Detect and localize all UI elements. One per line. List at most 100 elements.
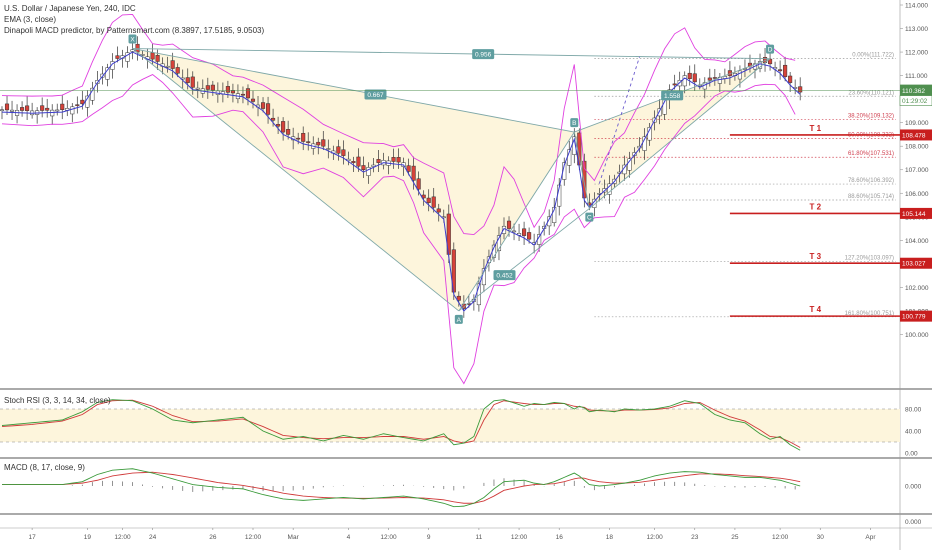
candle-body <box>406 165 411 172</box>
candle-body <box>783 64 788 78</box>
candle-body <box>552 207 557 223</box>
candle-body <box>642 136 647 151</box>
candle-body <box>522 228 527 236</box>
candle-body <box>416 178 421 190</box>
ema-legend: EMA (3, close) <box>4 15 57 24</box>
candle-body <box>195 87 200 90</box>
projection-line <box>598 56 640 184</box>
countdown-tag <box>899 95 932 106</box>
candle-body <box>70 106 75 115</box>
candle-body <box>371 164 376 167</box>
current-price-label: 110.362 <box>902 88 925 95</box>
candle-body <box>301 133 306 142</box>
price-tick-label: 106.000 <box>905 191 929 198</box>
fib-level-label: 127.20%(103.097) <box>845 256 894 262</box>
candle-body <box>20 107 25 111</box>
pattern-ratio-label: 0.452 <box>496 273 513 280</box>
candle-body <box>682 75 687 87</box>
candle-body <box>150 52 155 60</box>
time-tick-label: 24 <box>149 534 157 541</box>
target-price-tag <box>900 129 932 141</box>
time-tick-label: 30 <box>817 534 825 541</box>
price-tick-label: 111.000 <box>905 73 928 80</box>
candle-body <box>326 148 331 150</box>
candle-body <box>366 167 371 176</box>
candle-body <box>496 235 502 252</box>
time-tick-label: 18 <box>606 534 614 541</box>
candle-body <box>607 183 612 195</box>
time-tick-label: Apr <box>865 534 876 541</box>
candle-body <box>788 75 793 83</box>
candle-body <box>712 77 717 79</box>
candle-body <box>266 103 271 115</box>
time-tick-label: 9 <box>427 534 431 541</box>
fib-level-label: 78.60%(106.392) <box>848 178 894 184</box>
candle-body <box>572 136 577 155</box>
pattern-leg-ab <box>458 131 575 312</box>
candle-body <box>260 102 266 109</box>
candle-body <box>165 65 170 68</box>
candle-body <box>75 104 80 106</box>
candle-body <box>175 67 180 74</box>
candle-body <box>155 55 160 62</box>
candle-body <box>798 86 803 93</box>
time-tick-label: 12:00 <box>114 534 131 541</box>
pattern-point-label: X <box>130 37 135 44</box>
candle-body <box>115 55 120 59</box>
candle-body <box>190 76 195 88</box>
stoch-rsi-legend: Stoch RSI (3, 3, 14, 34, close) <box>4 396 111 405</box>
candle-body <box>210 84 215 91</box>
stoch-band <box>0 409 900 442</box>
macd-legend: MACD (8, 17, close, 9) <box>4 463 85 472</box>
macd-predictor-legend: Dinapoli MACD predictor, by Patternsmart… <box>4 26 265 35</box>
current-price-tag <box>900 84 932 96</box>
pattern-point-label: D <box>768 47 773 54</box>
pattern-leg-cd <box>589 58 771 209</box>
pattern-ratio-label: 0.956 <box>475 52 492 59</box>
time-tick-label: 25 <box>731 534 739 541</box>
candle-body <box>170 60 175 69</box>
candle-body <box>587 202 592 206</box>
target-price-label: 105.144 <box>902 211 926 218</box>
candle-body <box>431 196 436 208</box>
bollinger-upper <box>1 13 796 236</box>
price-tick-label: 114.000 <box>905 3 928 10</box>
pattern-point-marker <box>128 34 137 44</box>
candle-body <box>436 208 441 213</box>
candle-body <box>316 141 321 146</box>
pattern-ratio-box <box>364 89 387 100</box>
candle-body <box>271 117 276 121</box>
pattern-leg-bc <box>573 131 590 209</box>
candle-body <box>250 98 256 102</box>
candle-body <box>225 86 230 93</box>
pattern-ratio-box <box>661 90 684 101</box>
time-tick-label: 26 <box>209 534 217 541</box>
target-label: T 3 <box>809 252 821 261</box>
candle-body <box>547 216 552 227</box>
candle-body <box>286 129 291 135</box>
time-tick-label: 12:00 <box>245 534 262 541</box>
candle-body <box>456 295 461 301</box>
candle-body <box>321 139 326 147</box>
fib-level-label: 88.60%(105.714) <box>848 194 894 200</box>
fib-level-label: 38.20%(109.132) <box>848 114 894 120</box>
fib-level-label: 0.00%(111.722) <box>852 53 894 59</box>
candle-body <box>0 109 5 111</box>
candle-body <box>80 99 85 105</box>
candle-body <box>376 159 381 163</box>
stoch-tick-label: 0.00 <box>905 451 918 458</box>
candle-body <box>281 121 286 133</box>
macd-line <box>2 468 801 508</box>
candle-body <box>205 85 210 90</box>
macd-tick-label: 0.000 <box>905 484 922 491</box>
stoch-k-line <box>1 399 801 451</box>
stoch-d-line <box>1 399 801 448</box>
time-tick-label: 11 <box>476 534 483 541</box>
pattern-ratio-box <box>493 270 516 281</box>
countdown-label: 01:29:02 <box>902 98 928 105</box>
fib-level-label: 23.60%(110.121) <box>848 90 894 96</box>
fib-level-label: 161.80%(100.751) <box>845 311 894 317</box>
candle-body <box>426 197 431 203</box>
time-tick-label: 12:00 <box>380 534 397 541</box>
